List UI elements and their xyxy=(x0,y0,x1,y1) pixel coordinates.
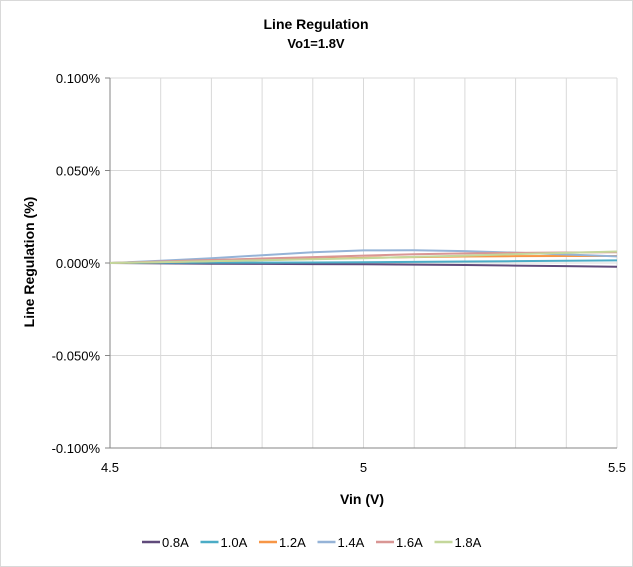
chart-subtitle: Vo1=1.8V xyxy=(287,36,345,51)
x-tick-labels: 4.5 5 5.5 xyxy=(101,460,626,475)
x-axis-title: Vin (V) xyxy=(340,491,384,507)
x-tick-label: 4.5 xyxy=(101,460,119,475)
legend-label: 1.4A xyxy=(338,535,365,550)
legend-label: 1.8A xyxy=(455,535,482,550)
y-tick-label: 0.050% xyxy=(56,164,101,179)
legend-label: 1.6A xyxy=(396,535,423,550)
x-tick-label: 5.5 xyxy=(608,460,626,475)
legend-label: 1.0A xyxy=(221,535,248,550)
y-tick-label: 0.000% xyxy=(56,256,101,271)
x-tick-label: 5 xyxy=(360,460,367,475)
y-tick-label: -0.100% xyxy=(52,441,101,456)
chart-title: Line Regulation xyxy=(264,16,369,32)
legend-label: 1.2A xyxy=(279,535,306,550)
y-axis-title: Line Regulation (%) xyxy=(21,197,37,328)
series-line-1-8A xyxy=(109,250,618,264)
legend: 0.8A 1.0A 1.2A 1.4A 1.6A 1.8A xyxy=(142,535,482,550)
y-tick-label: -0.050% xyxy=(52,349,101,364)
y-tick-label: 0.100% xyxy=(56,71,101,86)
series-line-1-0A xyxy=(109,259,618,264)
series-lines xyxy=(109,249,618,268)
y-tick-labels: -0.100% -0.050% 0.000% 0.050% 0.100% xyxy=(52,71,101,456)
legend-label: 0.8A xyxy=(162,535,189,550)
